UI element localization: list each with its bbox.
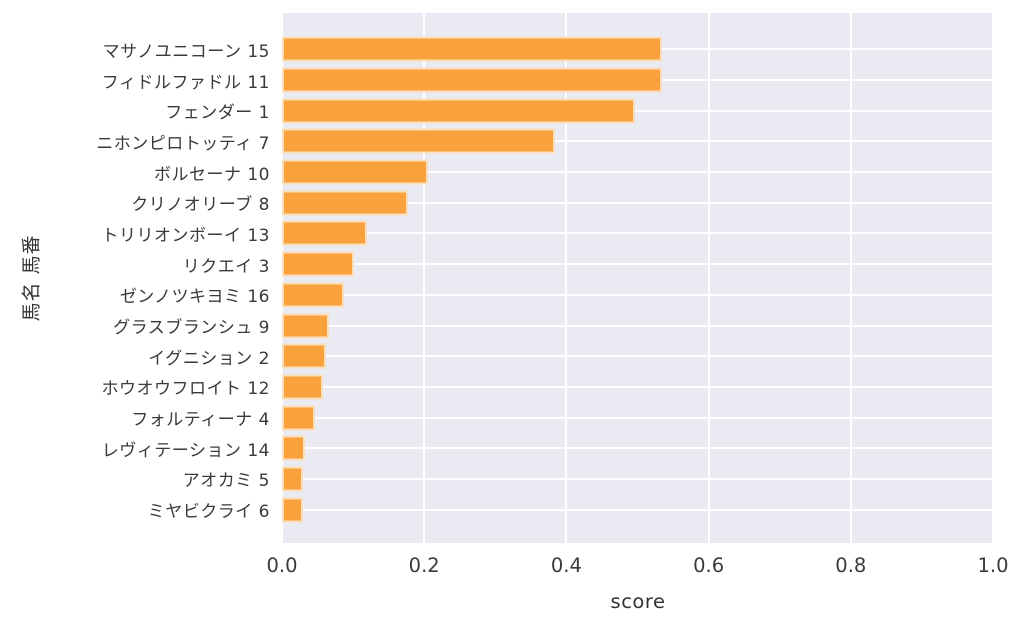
- y-gridline: [282, 447, 993, 450]
- x-tick-label: 0.8: [835, 554, 867, 577]
- y-tick-label: フェンダー 1: [165, 103, 270, 124]
- bar: [282, 67, 662, 93]
- x-tick-label: 0.2: [408, 554, 440, 577]
- y-gridline: [282, 171, 993, 174]
- bar-row: マサノユニコーン 15: [0, 34, 993, 65]
- bar-track: [282, 280, 993, 311]
- y-tick-label: マサノユニコーン 15: [102, 41, 270, 62]
- x-gridline: [707, 13, 710, 543]
- y-gridline: [282, 232, 993, 235]
- bar-track: [282, 372, 993, 403]
- bar: [282, 313, 329, 339]
- bar-track: [282, 249, 993, 280]
- y-tick-label: ニホンピロトッティ 7: [96, 133, 270, 154]
- y-tick-label: グラスブランシュ 9: [113, 318, 270, 339]
- y-tick-label: トリリオンボーイ 13: [101, 225, 270, 246]
- x-tick-label: 0.0: [266, 554, 298, 577]
- y-tick-label: ゼンノツキヨミ 16: [119, 287, 270, 308]
- y-gridline: [282, 140, 993, 143]
- bar-track: [282, 402, 993, 433]
- bar-row: アオカミ 5: [0, 464, 993, 495]
- bar-track: [282, 65, 993, 96]
- bar-row: レヴィテーション 14: [0, 433, 993, 464]
- y-tick-label: フォルティーナ 4: [131, 410, 270, 431]
- bar: [282, 159, 429, 185]
- bar-row: トリリオンボーイ 13: [0, 218, 993, 249]
- x-gridline: [992, 13, 993, 543]
- bar-row: イグニション 2: [0, 341, 993, 372]
- bar-row: ボルセーナ 10: [0, 157, 993, 188]
- bar-row: リクエイ 3: [0, 249, 993, 280]
- bar: [282, 374, 324, 400]
- bar: [282, 466, 304, 492]
- y-gridline: [282, 416, 993, 419]
- y-tick-label: イグニション 2: [148, 348, 270, 369]
- y-tick-label: レヴィテーション 14: [101, 440, 270, 461]
- bar-track: [282, 126, 993, 157]
- bar-row: フォルティーナ 4: [0, 402, 993, 433]
- y-gridline: [282, 109, 993, 112]
- y-tick-label: クリノオリーブ 8: [131, 195, 270, 216]
- x-axis-label: score: [610, 590, 666, 613]
- bar-track: [282, 310, 993, 341]
- bar-row: グラスブランシュ 9: [0, 310, 993, 341]
- bar-track: [282, 157, 993, 188]
- bar: [282, 343, 327, 369]
- y-axis-label: 馬名 馬番: [20, 234, 43, 322]
- y-gridline: [282, 355, 993, 358]
- bar-row: ゼンノツキヨミ 16: [0, 280, 993, 311]
- bar-track: [282, 218, 993, 249]
- y-gridline: [282, 477, 993, 480]
- y-gridline: [282, 201, 993, 204]
- y-gridline: [282, 324, 993, 327]
- y-gridline: [282, 385, 993, 388]
- x-gridline: [282, 13, 283, 543]
- y-gridline: [282, 293, 993, 296]
- y-tick-label: フィドルファドル 11: [101, 72, 270, 93]
- x-gridline: [565, 13, 568, 543]
- y-tick-label: ホウオウフロイト 12: [101, 379, 270, 400]
- bar: [282, 98, 636, 124]
- x-tick-label: 1.0: [977, 554, 1009, 577]
- bar: [282, 128, 556, 154]
- bar-track: [282, 464, 993, 495]
- bar: [282, 251, 354, 277]
- y-tick-label: アオカミ 5: [182, 471, 270, 492]
- bar-row: ホウオウフロイト 12: [0, 372, 993, 403]
- x-gridline: [423, 13, 426, 543]
- bar: [282, 435, 305, 461]
- y-tick-label: ボルセーナ 10: [153, 164, 270, 185]
- bar-row: ニホンピロトッティ 7: [0, 126, 993, 157]
- bar-track: [282, 34, 993, 65]
- bar-track: [282, 341, 993, 372]
- y-tick-label: リクエイ 3: [182, 256, 270, 277]
- y-tick-label: ミヤビクライ 6: [147, 502, 270, 523]
- bar-track: [282, 433, 993, 464]
- bar-track: [282, 95, 993, 126]
- x-gridline: [849, 13, 852, 543]
- x-tick-label: 0.4: [550, 554, 582, 577]
- bar-row: フィドルファドル 11: [0, 65, 993, 96]
- bar-track: [282, 494, 993, 525]
- bar: [282, 497, 304, 523]
- bar: [282, 190, 408, 216]
- bar-row: フェンダー 1: [0, 95, 993, 126]
- x-tick-label: 0.6: [693, 554, 725, 577]
- bar: [282, 282, 344, 308]
- bar: [282, 405, 315, 431]
- y-gridline: [282, 263, 993, 266]
- bar-track: [282, 187, 993, 218]
- bar-row: クリノオリーブ 8: [0, 187, 993, 218]
- bar: [282, 220, 368, 246]
- y-gridline: [282, 508, 993, 511]
- bar-row: ミヤビクライ 6: [0, 494, 993, 525]
- bar-rows-container: マサノユニコーン 15 フィドルファドル 11 フェンダー 1 ニホンピロトッティ 7…: [0, 13, 993, 543]
- bar: [282, 36, 663, 62]
